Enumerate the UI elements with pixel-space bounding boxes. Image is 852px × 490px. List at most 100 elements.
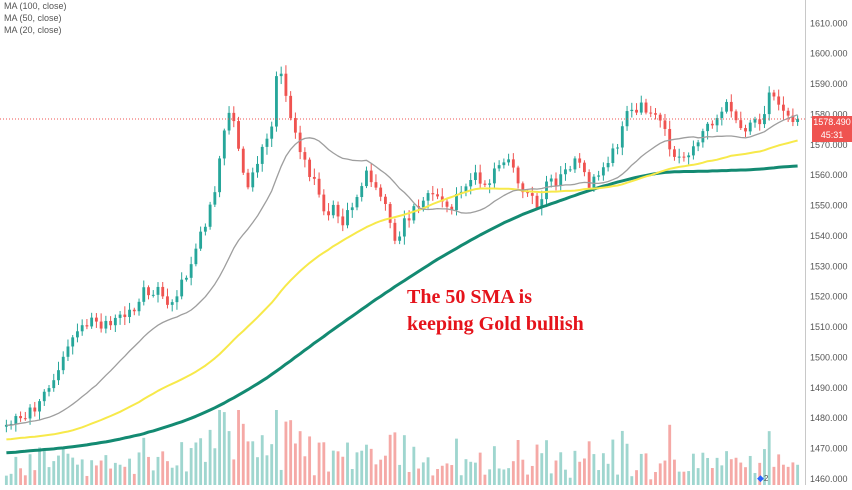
candle-body [137,301,141,312]
candle-body [398,236,402,241]
candle-body [383,196,387,205]
legend-ma100[interactable]: MA (100, close) [4,1,67,11]
volume-bar [66,453,70,485]
candle-body [71,337,75,347]
candle-body [180,279,184,297]
volume-bar [33,470,37,485]
volume-bar [559,452,563,485]
candle-body [668,128,672,150]
candle-body [331,204,335,216]
candle-body [184,277,188,280]
volume-bar [753,473,757,485]
candle-body [156,286,160,295]
volume-bar [587,441,591,485]
volume-bar [682,471,686,485]
price-tick-label: 1490.000 [810,383,848,393]
volume-bar [123,466,127,485]
volume-bar [426,457,430,485]
volume-bar [502,469,506,485]
volume-bar [673,459,676,485]
volume-bar [369,448,373,485]
candle-body [564,169,567,175]
candle-body [256,163,259,173]
volume-bar [777,454,781,485]
volume-bar [132,473,136,485]
candle-body [701,131,705,143]
candle-body [161,286,165,297]
candle-body [346,210,349,226]
volume-bar [90,460,94,485]
legend-ma20[interactable]: MA (20, close) [4,25,62,35]
candle-body [687,155,691,158]
candle-body [298,132,302,153]
candle-body [706,123,710,132]
volume-bar [772,466,776,485]
volume-bar [298,431,302,485]
candle-body [748,122,752,132]
price-tick-label: 1500.000 [810,352,848,362]
candle-body [90,317,94,327]
annotation-line-2: keeping Gold bullish [407,313,584,335]
volume-bar [61,448,65,485]
candle-body [739,120,743,129]
volume-bar [175,465,179,485]
candle-body [753,119,757,123]
candle-body [341,216,345,226]
volume-bar [582,458,586,485]
candle-body [507,159,511,163]
volume-bar [199,438,203,485]
volume-bar [407,471,411,485]
price-tick-label: 1520.000 [810,292,848,302]
candle-body [611,148,615,163]
candle-body [275,76,278,127]
volume-bar [355,452,359,485]
candle-body [710,123,714,126]
candle-body [293,118,297,133]
price-tick-label: 1610.000 [810,18,848,28]
volume-bar [341,456,345,485]
chart-annotation: The 50 SMA is keeping Gold bullish [407,284,584,338]
volume-bar [9,473,13,485]
legend-ma50[interactable]: MA (50, close) [4,13,62,23]
candle-body [781,104,785,111]
candle-body [587,172,591,188]
volume-bar [222,412,226,485]
volume-bar [445,463,449,485]
candle-body [497,165,501,169]
volume-bar [331,450,335,485]
volume-bar [270,444,274,485]
volume-bar [365,444,368,485]
candle-body [94,317,98,322]
volume-bar [312,475,316,485]
volume-bar [57,455,60,485]
volume-bar [748,455,752,485]
volume-bar [691,453,695,485]
alerts-icon[interactable]: ◆2 [757,473,769,483]
volume-bar [147,456,150,485]
candle-body [213,192,217,205]
volume-bar [549,473,553,485]
volume-bar [540,453,544,485]
candle-body [478,172,482,184]
candle-body [474,172,477,181]
volume-bar [218,410,222,485]
volume-bar [781,464,785,485]
candle-body [412,206,416,221]
candle-body [635,109,638,113]
price-tick-label: 1590.000 [810,79,848,89]
candle-body [61,356,65,371]
price-tick-label: 1560.000 [810,170,848,180]
candle-body [308,159,312,177]
volume-bar [421,462,425,485]
volume-bar [227,431,231,485]
volume-bar [336,451,340,485]
candle-body [744,128,747,132]
candle-body [312,176,316,179]
candle-body [649,112,653,114]
volume-bar [99,460,103,485]
volume-bar [184,471,188,485]
candle-body [772,92,776,97]
candle-body [545,181,548,200]
